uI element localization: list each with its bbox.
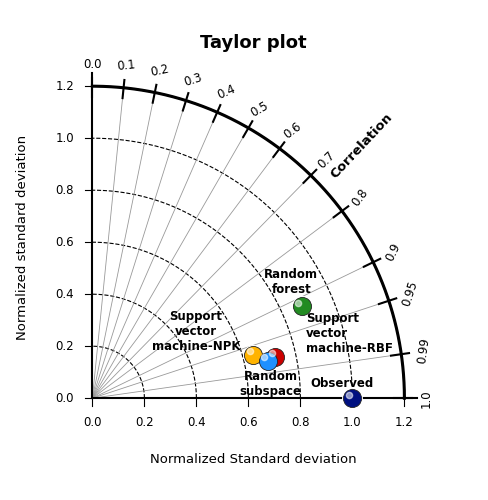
Text: 0.8: 0.8 <box>56 184 74 196</box>
Text: Observed: Observed <box>310 378 373 390</box>
Text: 0.2: 0.2 <box>56 340 74 352</box>
Text: Random
forest: Random forest <box>264 268 318 296</box>
Text: 0.0: 0.0 <box>56 392 74 404</box>
Text: Random
subspace: Random subspace <box>239 370 301 398</box>
Text: 0.2: 0.2 <box>135 416 153 430</box>
Text: 0.2: 0.2 <box>148 62 169 79</box>
Text: 0.0: 0.0 <box>83 58 102 70</box>
Text: 1.2: 1.2 <box>394 416 413 430</box>
Text: 1.0: 1.0 <box>343 416 361 430</box>
Text: Taylor plot: Taylor plot <box>200 34 306 52</box>
Text: 1.0: 1.0 <box>419 389 432 407</box>
Text: 0.0: 0.0 <box>83 416 102 430</box>
Text: 0.3: 0.3 <box>182 70 203 88</box>
Text: Support
vector
machine-RBF: Support vector machine-RBF <box>305 312 392 354</box>
Text: Normalized standard deviation: Normalized standard deviation <box>16 134 29 340</box>
Text: 0.7: 0.7 <box>314 148 337 171</box>
Text: Normalized Standard deviation: Normalized Standard deviation <box>150 453 356 466</box>
Text: Correlation: Correlation <box>328 110 395 181</box>
Text: 1.2: 1.2 <box>55 80 74 92</box>
Text: 0.9: 0.9 <box>383 242 402 264</box>
Text: Support
vector
machine-NPK: Support vector machine-NPK <box>151 310 240 352</box>
Text: 0.99: 0.99 <box>414 337 430 365</box>
Text: 1.0: 1.0 <box>56 132 74 144</box>
Text: 0.95: 0.95 <box>399 280 419 308</box>
Text: 0.5: 0.5 <box>248 98 270 119</box>
Text: 0.4: 0.4 <box>187 416 205 430</box>
Text: 0.6: 0.6 <box>239 416 257 430</box>
Text: 0.1: 0.1 <box>116 58 136 73</box>
Text: 0.6: 0.6 <box>281 120 304 142</box>
Text: 0.8: 0.8 <box>348 186 370 209</box>
Text: 0.4: 0.4 <box>214 82 237 102</box>
Text: 0.4: 0.4 <box>56 288 74 300</box>
Text: 0.6: 0.6 <box>56 236 74 248</box>
Text: 0.8: 0.8 <box>290 416 309 430</box>
